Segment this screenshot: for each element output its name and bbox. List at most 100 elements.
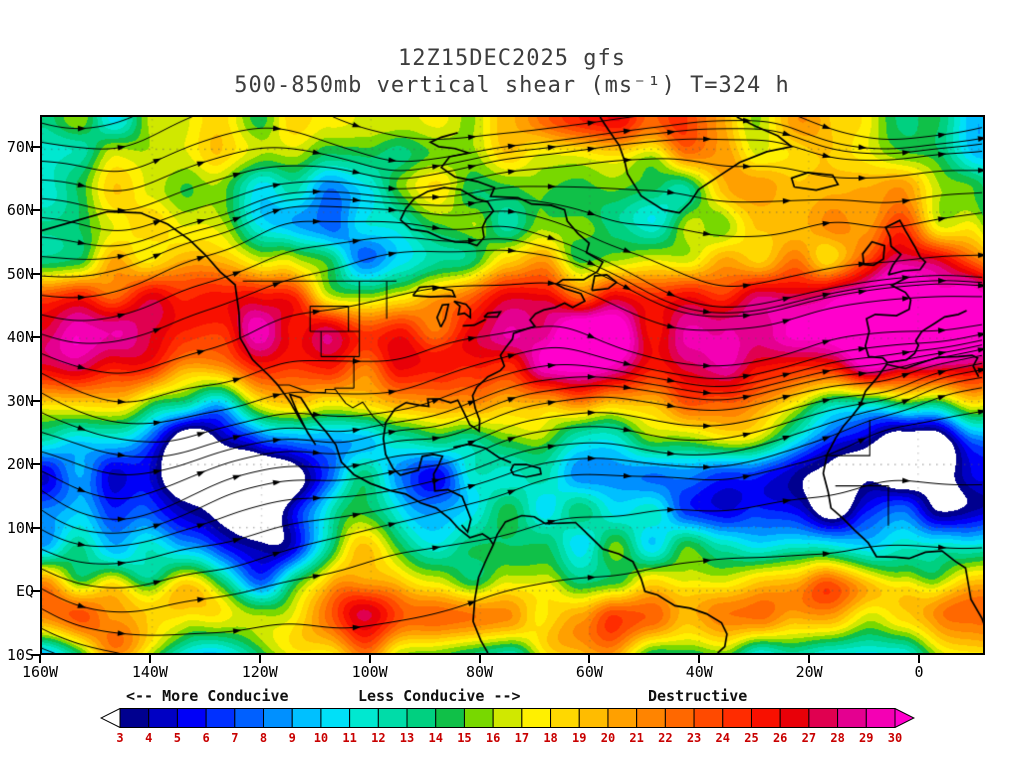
shear-field-canvas xyxy=(42,117,983,653)
lat-tick-label: 30N xyxy=(6,391,34,410)
lon-tick xyxy=(258,655,261,663)
lat-tick-label: 60N xyxy=(6,201,34,220)
colorbar-tick-label: 3 xyxy=(116,731,124,745)
colorbar-segment xyxy=(148,708,178,728)
legend-destructive: Destructive xyxy=(648,687,748,705)
colorbar-tick-label: 5 xyxy=(173,731,182,745)
colorbar-segment xyxy=(550,708,580,728)
lat-tick xyxy=(31,209,40,212)
lat-tick xyxy=(31,336,40,339)
colorbar-segment xyxy=(291,708,322,728)
lon-tick-label: 40W xyxy=(685,663,713,681)
lon-tick xyxy=(808,655,811,663)
lon-tick-label: 20W xyxy=(795,663,823,681)
colorbar-tick-label: 30 xyxy=(887,731,903,745)
colorbar-tick-label: 10 xyxy=(313,731,329,745)
lat-tick xyxy=(31,463,40,466)
colorbar-segment xyxy=(320,708,351,728)
page-subtitle: 500-850mb vertical shear (ms⁻¹) T=324 h xyxy=(234,73,790,98)
lat-tick xyxy=(31,654,40,656)
lat-tick xyxy=(31,526,40,529)
colorbar-segment xyxy=(349,708,379,728)
colorbar-segment xyxy=(205,708,236,728)
colorbar-tick-label: 12 xyxy=(371,731,386,745)
lon-tick xyxy=(478,655,481,663)
colorbar-tick-label: 8 xyxy=(259,731,268,745)
colorbar-tick-label: 28 xyxy=(830,731,845,745)
colorbar-tick-label: 24 xyxy=(715,731,730,745)
colorbar-tick-label: 14 xyxy=(428,731,443,745)
lon-tick-label: 80W xyxy=(465,663,494,681)
colorbar-segment xyxy=(808,708,839,728)
colorbar-segment xyxy=(263,708,293,728)
colorbar-tick-label: 19 xyxy=(572,731,587,745)
lat-tick-label: 70N xyxy=(6,137,34,156)
colorbar-segment xyxy=(492,708,523,728)
colorbar-segment xyxy=(406,708,437,728)
colorbar-segment xyxy=(521,708,552,728)
colorbar-tick-label: 18 xyxy=(543,731,558,745)
colorbar xyxy=(99,707,916,729)
colorbar-tick-label: 29 xyxy=(859,731,874,745)
lon-tick xyxy=(148,655,151,663)
colorbar-tick-label: 22 xyxy=(658,731,673,745)
colorbar-segment xyxy=(636,708,666,728)
colorbar-segment xyxy=(463,708,494,728)
colorbar-segment xyxy=(578,708,609,728)
lat-tick xyxy=(31,590,40,593)
lat-tick xyxy=(31,145,40,148)
colorbar-tick-label: 4 xyxy=(145,731,153,745)
page-title: 12Z15DEC2025 gfs xyxy=(398,46,626,71)
lat-tick-label: 20N xyxy=(6,455,34,474)
lat-tick-label: 50N xyxy=(6,264,34,283)
lon-tick xyxy=(368,655,371,663)
colorbar-segment xyxy=(750,708,781,728)
colorbar-tick-label: 20 xyxy=(600,731,616,745)
colorbar-tick-label: 7 xyxy=(231,731,239,745)
colorbar-segment xyxy=(435,708,465,728)
lat-tick-label: 10N xyxy=(6,518,34,537)
lat-tick-label: EQ xyxy=(15,582,34,601)
map-plot-area xyxy=(40,115,985,655)
colorbar-segment xyxy=(779,708,810,728)
colorbar-svg xyxy=(99,707,916,729)
colorbar-tick-label: 9 xyxy=(288,731,296,745)
lon-tick-label: 120W xyxy=(241,663,278,681)
colorbar-segment xyxy=(722,708,752,728)
legend-more-conducive: <-- More Conducive xyxy=(126,687,289,705)
lon-tick-label: 100W xyxy=(351,663,388,681)
colorbar-tick-label: 21 xyxy=(629,731,644,745)
lat-tick-label: 10S xyxy=(6,646,34,664)
colorbar-over-cap xyxy=(894,707,916,729)
colorbar-tick-label: 13 xyxy=(399,731,415,745)
colorbar-segment xyxy=(607,708,638,728)
lon-tick-label: 160W xyxy=(21,663,59,681)
colorbar-tick-label: 17 xyxy=(514,731,530,745)
colorbar-segment xyxy=(837,708,867,728)
colorbar-tick-label: 27 xyxy=(801,731,817,745)
conduciveness-legend: <-- More Conducive Less Conducive --> De… xyxy=(0,687,1024,705)
colorbar-under-cap xyxy=(99,707,121,729)
colorbar-segment xyxy=(119,708,150,728)
colorbar-segment xyxy=(234,708,265,728)
lon-tick xyxy=(39,655,41,663)
colorbar-segment xyxy=(664,708,695,728)
lat-tick xyxy=(31,272,40,275)
colorbar-tick-label: 16 xyxy=(485,731,501,745)
lon-tick-label: 60W xyxy=(575,663,603,681)
lat-tick xyxy=(31,399,40,402)
colorbar-segment xyxy=(176,708,207,728)
legend-less-conducive: Less Conducive --> xyxy=(358,687,521,705)
colorbar-tick-label: 25 xyxy=(744,731,759,745)
colorbar-tick-label: 15 xyxy=(457,731,472,745)
lat-tick-label: 40N xyxy=(6,328,34,347)
lon-tick xyxy=(698,655,701,663)
lon-tick xyxy=(588,655,591,663)
colorbar-segment xyxy=(865,708,896,728)
colorbar-tick-label: 23 xyxy=(686,731,702,745)
lon-tick-label: 140W xyxy=(131,663,168,681)
colorbar-tick-label: 26 xyxy=(772,731,788,745)
colorbar-tick-label: 11 xyxy=(342,731,357,745)
lon-tick-label: 0 xyxy=(914,663,924,681)
